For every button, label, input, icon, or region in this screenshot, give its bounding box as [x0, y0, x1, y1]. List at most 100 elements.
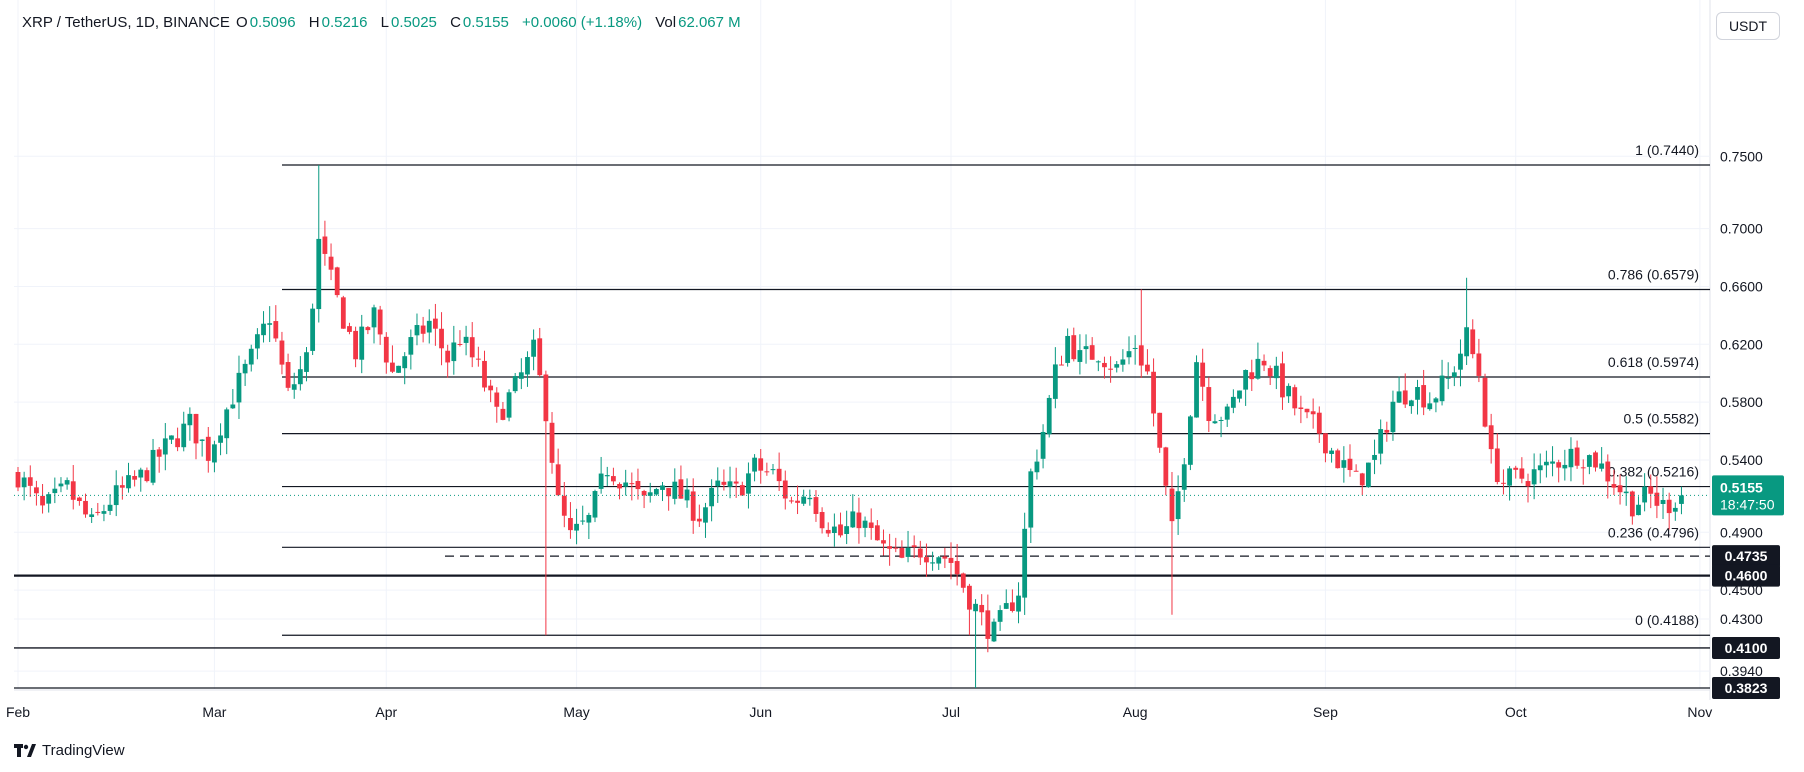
candle-body — [1556, 462, 1562, 468]
candle-body — [696, 518, 702, 522]
level-price-badge — [1712, 545, 1780, 568]
volume-value: 62.067 M — [678, 14, 741, 31]
candle-body — [967, 585, 972, 610]
candle-body — [770, 469, 776, 471]
candle-body — [119, 485, 125, 488]
candle-body — [568, 518, 573, 531]
candle-body — [1537, 465, 1543, 471]
candle-body — [1353, 470, 1359, 472]
candle-body — [1009, 602, 1015, 611]
candle-body — [1654, 492, 1660, 506]
candle-body — [1016, 595, 1021, 612]
candle-body — [451, 342, 457, 362]
candle-body — [1267, 368, 1273, 377]
candle-body — [580, 520, 586, 522]
candle-body — [242, 363, 248, 374]
candle-body — [856, 512, 862, 529]
candle-body — [543, 374, 549, 422]
candle-body — [132, 475, 138, 480]
candle-body — [426, 320, 432, 333]
candle-body — [1341, 460, 1347, 468]
candle-body — [218, 435, 223, 443]
candle-body — [1145, 364, 1150, 372]
candle-body — [1605, 461, 1611, 482]
x-tick-label: Jul — [942, 704, 960, 720]
candle-body — [795, 500, 800, 503]
candle-body — [1494, 448, 1500, 483]
candle-body — [660, 485, 665, 490]
candle-body — [831, 526, 837, 533]
candle-body — [1194, 362, 1199, 418]
fib-level-label: 0 (0.4188) — [1635, 612, 1699, 628]
candle-body — [144, 470, 150, 482]
candle-body — [715, 480, 721, 487]
candle-body — [985, 610, 991, 639]
candle-body — [408, 337, 414, 355]
candle-body — [764, 471, 770, 473]
candle-body — [463, 336, 469, 343]
branding-label: TradingView — [42, 742, 125, 759]
close-label: C — [450, 14, 461, 31]
candle-body — [1427, 403, 1433, 410]
candle-body — [1132, 347, 1138, 349]
candle-body — [635, 480, 641, 490]
candle-body — [862, 520, 868, 528]
candle-body — [1586, 455, 1592, 467]
candle-body — [1003, 603, 1009, 609]
candle-body — [107, 504, 113, 511]
tradingview-logo[interactable]: TradingView — [14, 742, 125, 759]
candle-body — [1157, 412, 1163, 448]
candle-body — [1243, 370, 1249, 390]
candle-body — [1255, 358, 1261, 379]
candle-body — [328, 256, 334, 270]
candle-body — [647, 492, 653, 496]
candle-body — [1672, 507, 1678, 512]
candle-body — [58, 483, 64, 487]
currency-button[interactable]: USDT — [1716, 12, 1780, 40]
candle-body — [1519, 468, 1525, 479]
candle-body — [991, 621, 997, 642]
candle-body — [1574, 447, 1580, 466]
candle-body — [371, 307, 377, 328]
candle-body — [1525, 481, 1531, 487]
candle-body — [1501, 482, 1506, 484]
candle-body — [678, 479, 684, 499]
candle-body — [1402, 390, 1408, 405]
candle-body — [150, 449, 156, 483]
x-tick-label: Aug — [1123, 704, 1148, 720]
candle-body — [267, 323, 273, 325]
y-tick-label: 0.7500 — [1720, 148, 1763, 164]
candle-body — [187, 413, 193, 426]
last-price-countdown: 18:47:50 — [1720, 496, 1775, 512]
candle-body — [1286, 385, 1292, 397]
candle-body — [64, 480, 70, 485]
candle-body — [1077, 350, 1083, 362]
candle-body — [1071, 335, 1077, 360]
candle-body — [850, 511, 856, 528]
candle-body — [666, 488, 672, 497]
candle-body — [1028, 471, 1034, 528]
candle-body — [905, 547, 911, 557]
candle-body — [893, 547, 899, 549]
candle-body — [89, 514, 95, 517]
candle-body — [1636, 504, 1641, 516]
candle-body — [1169, 488, 1175, 522]
candle-body — [52, 488, 58, 494]
candle-body — [973, 603, 978, 612]
candle-body — [776, 468, 782, 482]
candle-body — [353, 330, 358, 360]
y-tick-label: 0.4300 — [1720, 611, 1763, 627]
candle-body — [782, 480, 788, 499]
candle-body — [1034, 461, 1040, 473]
candle-body — [1181, 464, 1187, 490]
symbol-title[interactable]: XRP / TetherUS, 1D, BINANCE — [22, 14, 230, 31]
candle-body — [641, 490, 647, 496]
candle-body — [1482, 377, 1488, 427]
candle-body — [1102, 362, 1107, 368]
candle-body — [359, 326, 365, 360]
candle-body — [1433, 398, 1439, 403]
candle-body — [825, 529, 831, 534]
candle-body — [15, 471, 21, 488]
candle-body — [316, 238, 322, 310]
